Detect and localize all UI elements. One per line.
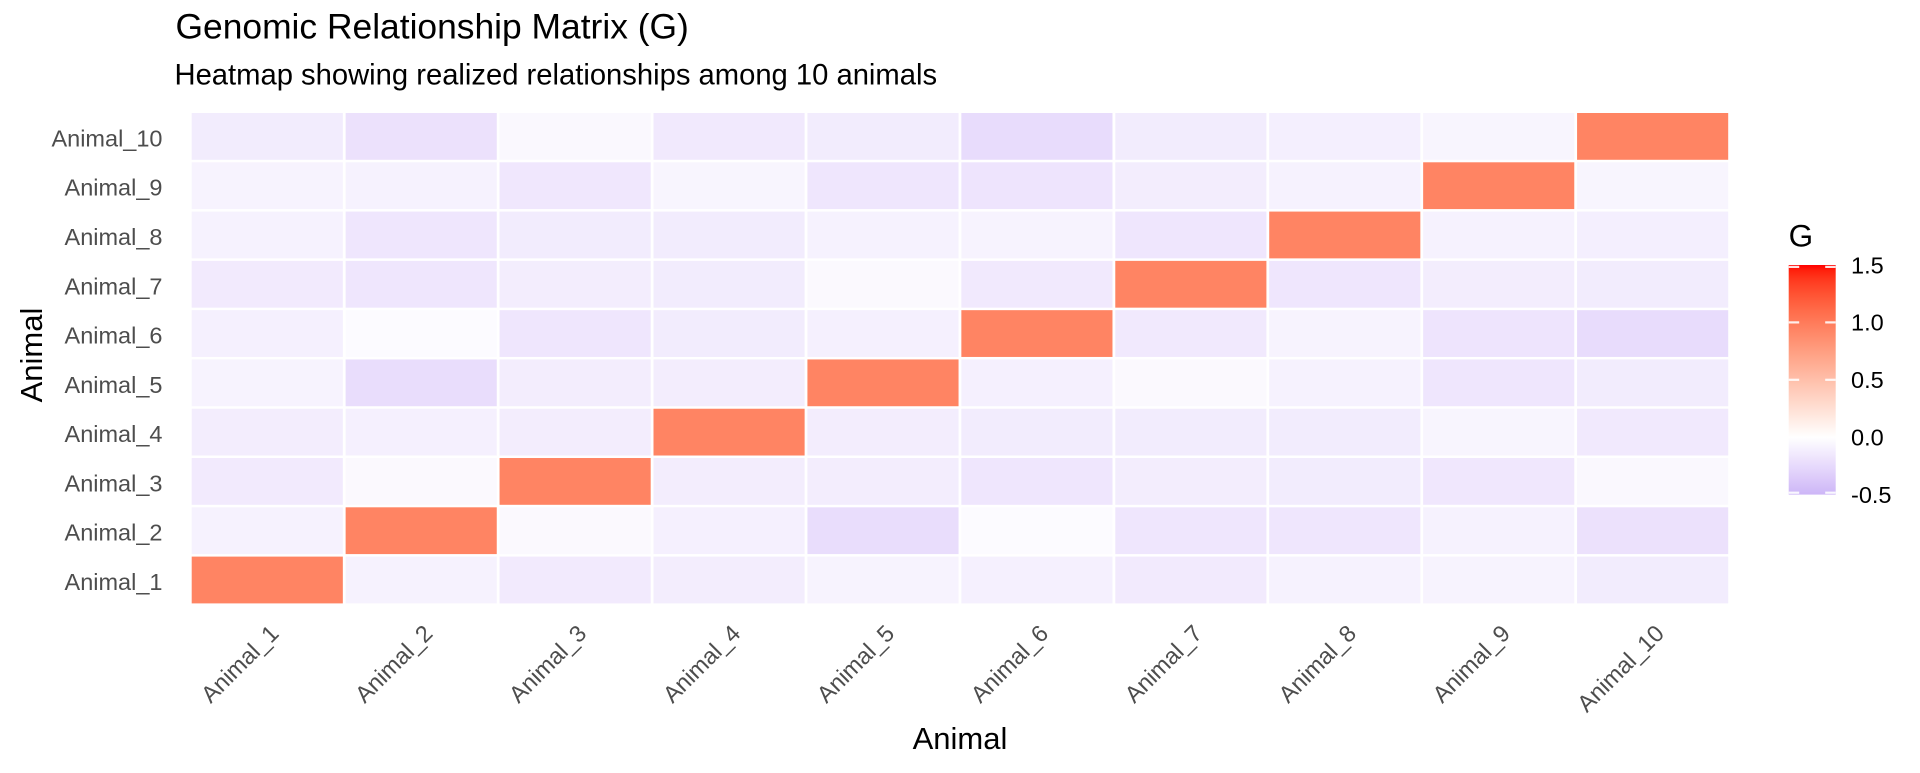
svg-text:0.0: 0.0 <box>1851 425 1884 451</box>
svg-text:-0.5: -0.5 <box>1851 482 1892 508</box>
svg-text:G: G <box>1789 218 1814 254</box>
svg-text:1.0: 1.0 <box>1851 310 1884 336</box>
svg-text:Genomic Relationship Matrix (G: Genomic Relationship Matrix (G) <box>176 6 689 46</box>
svg-text:Animal_3: Animal_3 <box>65 470 163 496</box>
svg-text:1.5: 1.5 <box>1851 252 1884 278</box>
svg-text:Animal_2: Animal_2 <box>65 520 163 546</box>
svg-text:Animal_4: Animal_4 <box>65 421 163 447</box>
svg-text:Animal_5: Animal_5 <box>65 372 163 398</box>
svg-text:Animal_8: Animal_8 <box>65 224 163 250</box>
svg-text:0.5: 0.5 <box>1851 367 1884 393</box>
svg-text:Animal_10: Animal_10 <box>51 125 162 151</box>
svg-text:Animal_1: Animal_1 <box>65 569 163 595</box>
svg-text:Animal_6: Animal_6 <box>65 323 163 349</box>
svg-text:Animal_7: Animal_7 <box>65 273 163 299</box>
svg-text:Animal_9: Animal_9 <box>65 175 163 201</box>
svg-text:Heatmap showing realized relat: Heatmap showing realized relationships a… <box>175 59 938 91</box>
svg-text:Animal: Animal <box>14 308 49 403</box>
svg-text:Animal: Animal <box>913 721 1008 756</box>
